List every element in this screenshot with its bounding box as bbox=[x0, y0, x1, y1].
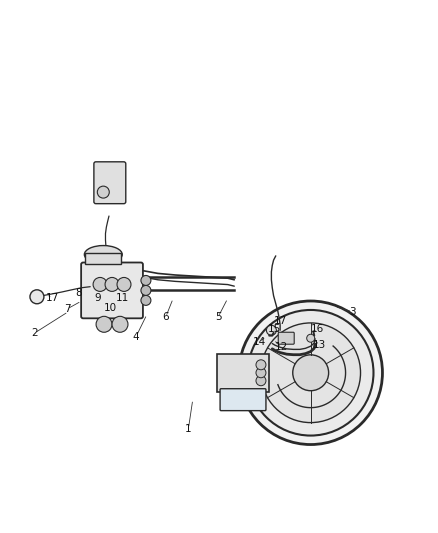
Circle shape bbox=[261, 323, 360, 423]
FancyBboxPatch shape bbox=[81, 262, 143, 318]
Text: 1: 1 bbox=[185, 424, 192, 433]
Circle shape bbox=[307, 334, 314, 342]
Text: 6: 6 bbox=[162, 312, 169, 322]
Text: 15: 15 bbox=[268, 324, 281, 334]
Circle shape bbox=[141, 276, 151, 286]
Circle shape bbox=[96, 316, 112, 332]
Text: 17: 17 bbox=[46, 293, 59, 303]
Text: 12: 12 bbox=[275, 342, 288, 352]
Text: 9: 9 bbox=[94, 293, 101, 303]
Circle shape bbox=[105, 278, 119, 292]
Bar bbox=[217, 354, 269, 392]
Text: 16: 16 bbox=[311, 324, 324, 334]
Ellipse shape bbox=[85, 246, 122, 263]
Circle shape bbox=[141, 286, 151, 295]
FancyBboxPatch shape bbox=[278, 332, 294, 344]
Text: 11: 11 bbox=[116, 293, 129, 303]
Text: 14: 14 bbox=[253, 337, 266, 347]
Text: 7: 7 bbox=[64, 304, 71, 314]
Circle shape bbox=[93, 278, 107, 292]
Circle shape bbox=[293, 355, 328, 391]
Circle shape bbox=[141, 295, 151, 305]
Bar bbox=[85, 253, 121, 264]
Circle shape bbox=[112, 316, 128, 332]
Circle shape bbox=[256, 368, 266, 378]
Circle shape bbox=[117, 278, 131, 292]
Circle shape bbox=[248, 310, 374, 435]
Circle shape bbox=[256, 360, 266, 370]
Text: 5: 5 bbox=[215, 312, 222, 322]
FancyBboxPatch shape bbox=[220, 389, 266, 410]
FancyBboxPatch shape bbox=[94, 162, 126, 204]
Text: 4: 4 bbox=[133, 332, 139, 342]
Circle shape bbox=[256, 376, 266, 386]
Circle shape bbox=[266, 325, 276, 335]
Text: 3: 3 bbox=[349, 306, 356, 317]
Text: 17: 17 bbox=[273, 316, 287, 326]
Circle shape bbox=[30, 290, 44, 304]
Text: 13: 13 bbox=[313, 340, 326, 350]
Text: 8: 8 bbox=[75, 288, 82, 298]
Circle shape bbox=[239, 301, 382, 445]
Circle shape bbox=[97, 186, 109, 198]
Text: 10: 10 bbox=[104, 303, 117, 313]
Text: 2: 2 bbox=[32, 328, 38, 338]
